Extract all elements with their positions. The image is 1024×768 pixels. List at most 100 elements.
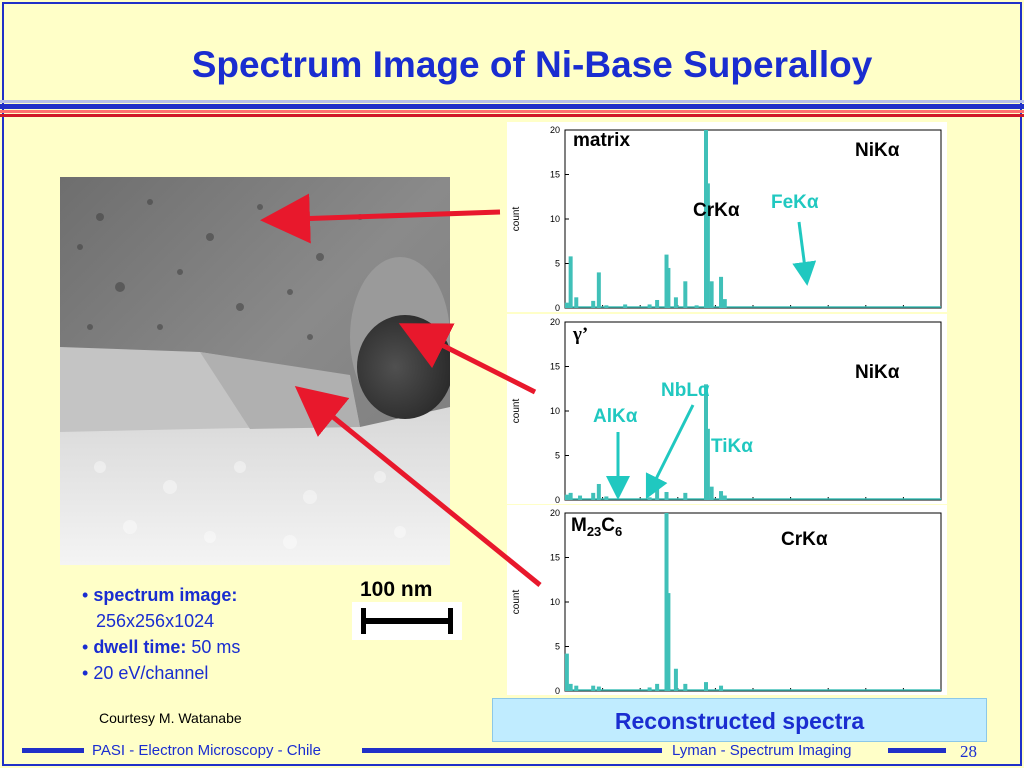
spectrum-peak (722, 299, 727, 308)
spectrum-peak (655, 683, 660, 691)
callout-alka: AlKα (593, 406, 638, 427)
spectrum-peak (596, 686, 601, 691)
y-tick-label: 5 (555, 451, 560, 461)
y-tick-label: 15 (550, 170, 560, 180)
y-tick-label: 0 (555, 686, 560, 695)
y-tick-label: 0 (555, 495, 560, 504)
footer-left: PASI - Electron Microscopy - Chile (92, 742, 321, 759)
bullet-label: dwell time: (93, 637, 187, 657)
title-band-red (0, 114, 1024, 117)
spectrum-chart-matrix: 0 5 10 15 20 count (511, 125, 942, 312)
bullet-label: spectrum image: (93, 585, 238, 605)
panel-label-gamma-prime: γ’ (573, 324, 589, 345)
arrow-matrix (260, 193, 501, 244)
spectrum-peak (647, 687, 652, 691)
callout-crka: CrKα (781, 529, 828, 550)
callout-line-nbla (645, 404, 695, 500)
courtesy-note: Courtesy M. Watanabe (99, 710, 242, 726)
y-axis-label: count (511, 207, 522, 232)
panel-label-matrix: matrix (573, 130, 631, 151)
y-tick-label: 5 (555, 642, 560, 652)
bullet-channel: • 20 eV/channel (82, 663, 209, 683)
slide-title: Spectrum Image of Ni-Base Superalloy (191, 44, 873, 85)
y-tick-label: 10 (550, 406, 560, 416)
page-number: 28 (960, 742, 977, 761)
spectrum-peak (568, 492, 573, 500)
spectrum-peak (673, 297, 678, 308)
spectrum-peak (596, 272, 601, 308)
panel-label-m23c6: M23C6 (571, 515, 623, 539)
spectrum-peak (591, 492, 596, 500)
spectrum-peak (578, 495, 583, 500)
spectrum-peak (704, 682, 708, 691)
spectrum-peak (705, 428, 710, 500)
spectrum-panel-matrix: 0 5 10 15 20 count matrix CrKα FeKα NiKα (507, 122, 947, 312)
scale-bar (352, 602, 462, 640)
spectrum-peak (564, 653, 569, 691)
callout-line-feka (792, 221, 817, 286)
spectrum-peak (683, 281, 688, 308)
y-axis-label: count (511, 590, 522, 615)
spectrum-peak (655, 299, 660, 308)
spectrum-peak (719, 491, 724, 500)
bullet-value: 50 ms (191, 637, 241, 657)
spectrum-peak (564, 494, 569, 500)
y-tick-label: 15 (550, 553, 560, 563)
footer-bar-left (22, 748, 84, 753)
callout-tika: TiKα (711, 436, 753, 457)
reconstructed-spectra-banner: Reconstructed spectra (492, 698, 987, 742)
spectrum-peak (719, 685, 724, 691)
spectrum-peak (719, 276, 724, 308)
bullet-list: • spectrum image: 256x256x1024 • dwell t… (82, 582, 240, 686)
spectrum-peak (683, 683, 688, 691)
spectrum-peak (683, 492, 688, 500)
spectrum-peak (666, 267, 671, 308)
arrow-gamma-prime (398, 323, 537, 395)
y-tick-label: 10 (550, 214, 560, 224)
footer-right: Lyman - Spectrum Imaging (672, 742, 852, 759)
spectrum-peak (568, 256, 573, 308)
callout-nbla: NbLα (661, 380, 710, 401)
spectrum-peak (666, 593, 671, 691)
spectrum-peak (574, 297, 579, 308)
y-tick-label: 5 (555, 259, 560, 269)
spectrum-peak (591, 685, 596, 691)
spectrum-panel-m23c6: 0 5 10 15 20 count M23C6 CrKα (507, 505, 947, 695)
title-band-blue (0, 104, 1024, 109)
bullet-dwell-time: • dwell time: 50 ms (82, 637, 241, 657)
y-tick-label: 20 (550, 317, 560, 327)
spectrum-peak (709, 281, 714, 308)
scale-bar-label: 100 nm (360, 578, 433, 601)
callout-feka: FeKα (771, 192, 819, 213)
spectrum-peak (564, 302, 569, 308)
spectrum-peak (574, 685, 579, 691)
y-tick-label: 20 (550, 125, 560, 135)
spectrum-chart-m23c6: 0 5 10 15 20 count (511, 508, 942, 695)
spectrum-peak (673, 668, 678, 691)
footer-bar-middle (362, 748, 662, 753)
spectrum-peak (568, 683, 573, 691)
spectrum-peak (705, 183, 710, 308)
y-tick-label: 20 (550, 508, 560, 518)
spectrum-panel-gamma-prime: 0 5 10 15 20 count γ’ NbLα AlKα TiKα NiKα (507, 314, 947, 504)
spectrum-peak (647, 304, 652, 308)
spectrum-peak (591, 300, 596, 308)
callout-nika: NiKα (855, 140, 900, 161)
title-band-pink (0, 110, 1024, 113)
bullet-value: 256x256x1024 (96, 611, 215, 631)
spectrum-peak (722, 495, 727, 500)
y-axis-label: count (511, 399, 522, 424)
spectrum-peak (709, 486, 714, 500)
arrow-m23c6 (294, 385, 542, 587)
bullet-spectrum-image: • spectrum image: (82, 585, 238, 605)
y-tick-label: 10 (550, 597, 560, 607)
y-tick-label: 0 (555, 303, 560, 312)
title-band-light (0, 100, 1024, 103)
spectrum-peak (623, 304, 628, 308)
y-tick-label: 15 (550, 362, 560, 372)
spectrum-peak (596, 483, 601, 500)
callout-nika: NiKα (855, 362, 900, 383)
bullet-text: 20 eV/channel (93, 663, 209, 683)
